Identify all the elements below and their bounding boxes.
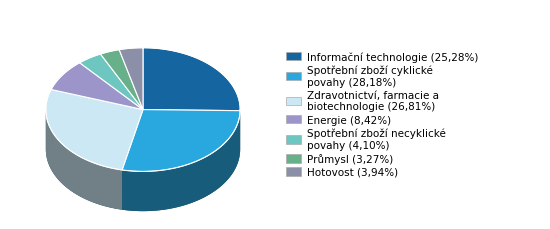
Polygon shape bbox=[46, 136, 240, 199]
Polygon shape bbox=[46, 146, 240, 209]
Polygon shape bbox=[46, 128, 240, 191]
Polygon shape bbox=[46, 122, 240, 185]
Polygon shape bbox=[46, 114, 240, 178]
Polygon shape bbox=[46, 126, 240, 189]
Polygon shape bbox=[46, 134, 240, 197]
Polygon shape bbox=[122, 111, 240, 211]
Polygon shape bbox=[46, 144, 240, 207]
Polygon shape bbox=[51, 63, 143, 110]
Polygon shape bbox=[46, 132, 240, 195]
Polygon shape bbox=[46, 116, 240, 180]
Polygon shape bbox=[122, 110, 240, 172]
Polygon shape bbox=[46, 138, 240, 201]
Legend: Informační technologie (25,28%), Spotřební zboží cyklické
povahy (28,18%), Zdrav: Informační technologie (25,28%), Spotřeb… bbox=[285, 52, 478, 177]
Polygon shape bbox=[80, 55, 143, 110]
Polygon shape bbox=[46, 130, 240, 194]
Polygon shape bbox=[46, 118, 240, 182]
Polygon shape bbox=[46, 142, 240, 205]
Polygon shape bbox=[101, 50, 143, 110]
Polygon shape bbox=[46, 148, 240, 211]
Polygon shape bbox=[46, 110, 122, 210]
Polygon shape bbox=[46, 90, 143, 170]
Polygon shape bbox=[46, 124, 240, 188]
Polygon shape bbox=[119, 49, 143, 110]
Polygon shape bbox=[143, 49, 240, 111]
Polygon shape bbox=[46, 112, 240, 176]
Polygon shape bbox=[46, 110, 240, 174]
Polygon shape bbox=[46, 140, 240, 203]
Polygon shape bbox=[46, 120, 240, 183]
